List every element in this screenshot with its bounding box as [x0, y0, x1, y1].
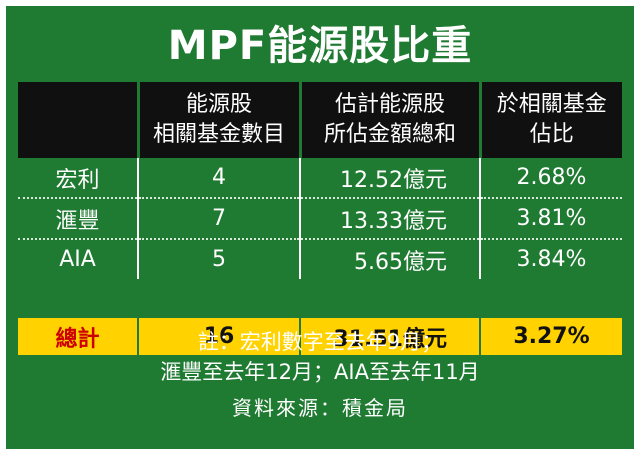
- row-ratio: 2.68%: [480, 158, 622, 199]
- header-blank: [18, 82, 140, 158]
- table-row: 宏利 4 12.52億元 2.68%: [18, 158, 622, 199]
- header-line: 估計能源股: [334, 92, 445, 117]
- chart-title: MPF能源股比重: [167, 23, 473, 69]
- total-amount: 31.51億元: [300, 318, 481, 355]
- header-amount: 估計能源股所佔金額總和: [300, 82, 482, 158]
- footnote-line-2: 滙豐至去年12月；AIA至去年11月: [160, 360, 480, 384]
- header-fund-count: 能源股 相關基金數目: [138, 82, 302, 158]
- table-row: 滙豐 7 13.33億元 3.81%: [18, 198, 622, 240]
- row-name: 滙豐: [18, 198, 139, 240]
- data-table: 能源股相關基金數目 估計能源股所佔金額總和 於相關基金佔比 宏利 4 12.52…: [18, 82, 622, 355]
- infographic-panel: MPF能源股比重 能源股相關基金數目 估計能源股所佔金額總和 於相關基金佔比 宏…: [6, 6, 634, 449]
- row-name: 宏利: [18, 158, 139, 199]
- footnote-line-1: 註：宏利數字至去年9月；: [197, 330, 443, 354]
- header-row: 能源股相關基金數目 估計能源股所佔金額總和 於相關基金佔比: [18, 82, 622, 158]
- row-ratio: 3.81%: [480, 198, 622, 240]
- header-line: 所佔金額總和: [323, 122, 456, 147]
- row-fund-count: 4: [138, 158, 301, 199]
- row-fund-count: 5: [138, 239, 301, 279]
- row-amount: 5.65億元: [300, 239, 481, 279]
- row-name: AIA: [18, 239, 139, 279]
- row-fund-count: 7: [138, 198, 301, 240]
- row-amount: 12.52億元: [300, 158, 481, 199]
- header-ratio: 於相關基金 佔比: [480, 82, 622, 158]
- header-line: 相關基金數目: [152, 122, 285, 147]
- total-row: 總計 16 31.51億元 3.27%: [18, 318, 622, 355]
- row-ratio: 3.84%: [516, 247, 587, 272]
- row-amount: 13.33億元: [300, 198, 481, 240]
- total-fund-count: 16: [138, 318, 301, 355]
- total-label: 總計: [18, 318, 139, 355]
- header-line: 佔比: [529, 122, 574, 147]
- header-line: 能源股: [185, 92, 252, 117]
- header-line: 於相關基金: [496, 92, 607, 117]
- table-row: AIA 5 5.65億元 3.84%: [18, 239, 622, 279]
- data-source: 資料來源：積金局: [232, 396, 408, 420]
- total-ratio: 3.27%: [480, 318, 622, 355]
